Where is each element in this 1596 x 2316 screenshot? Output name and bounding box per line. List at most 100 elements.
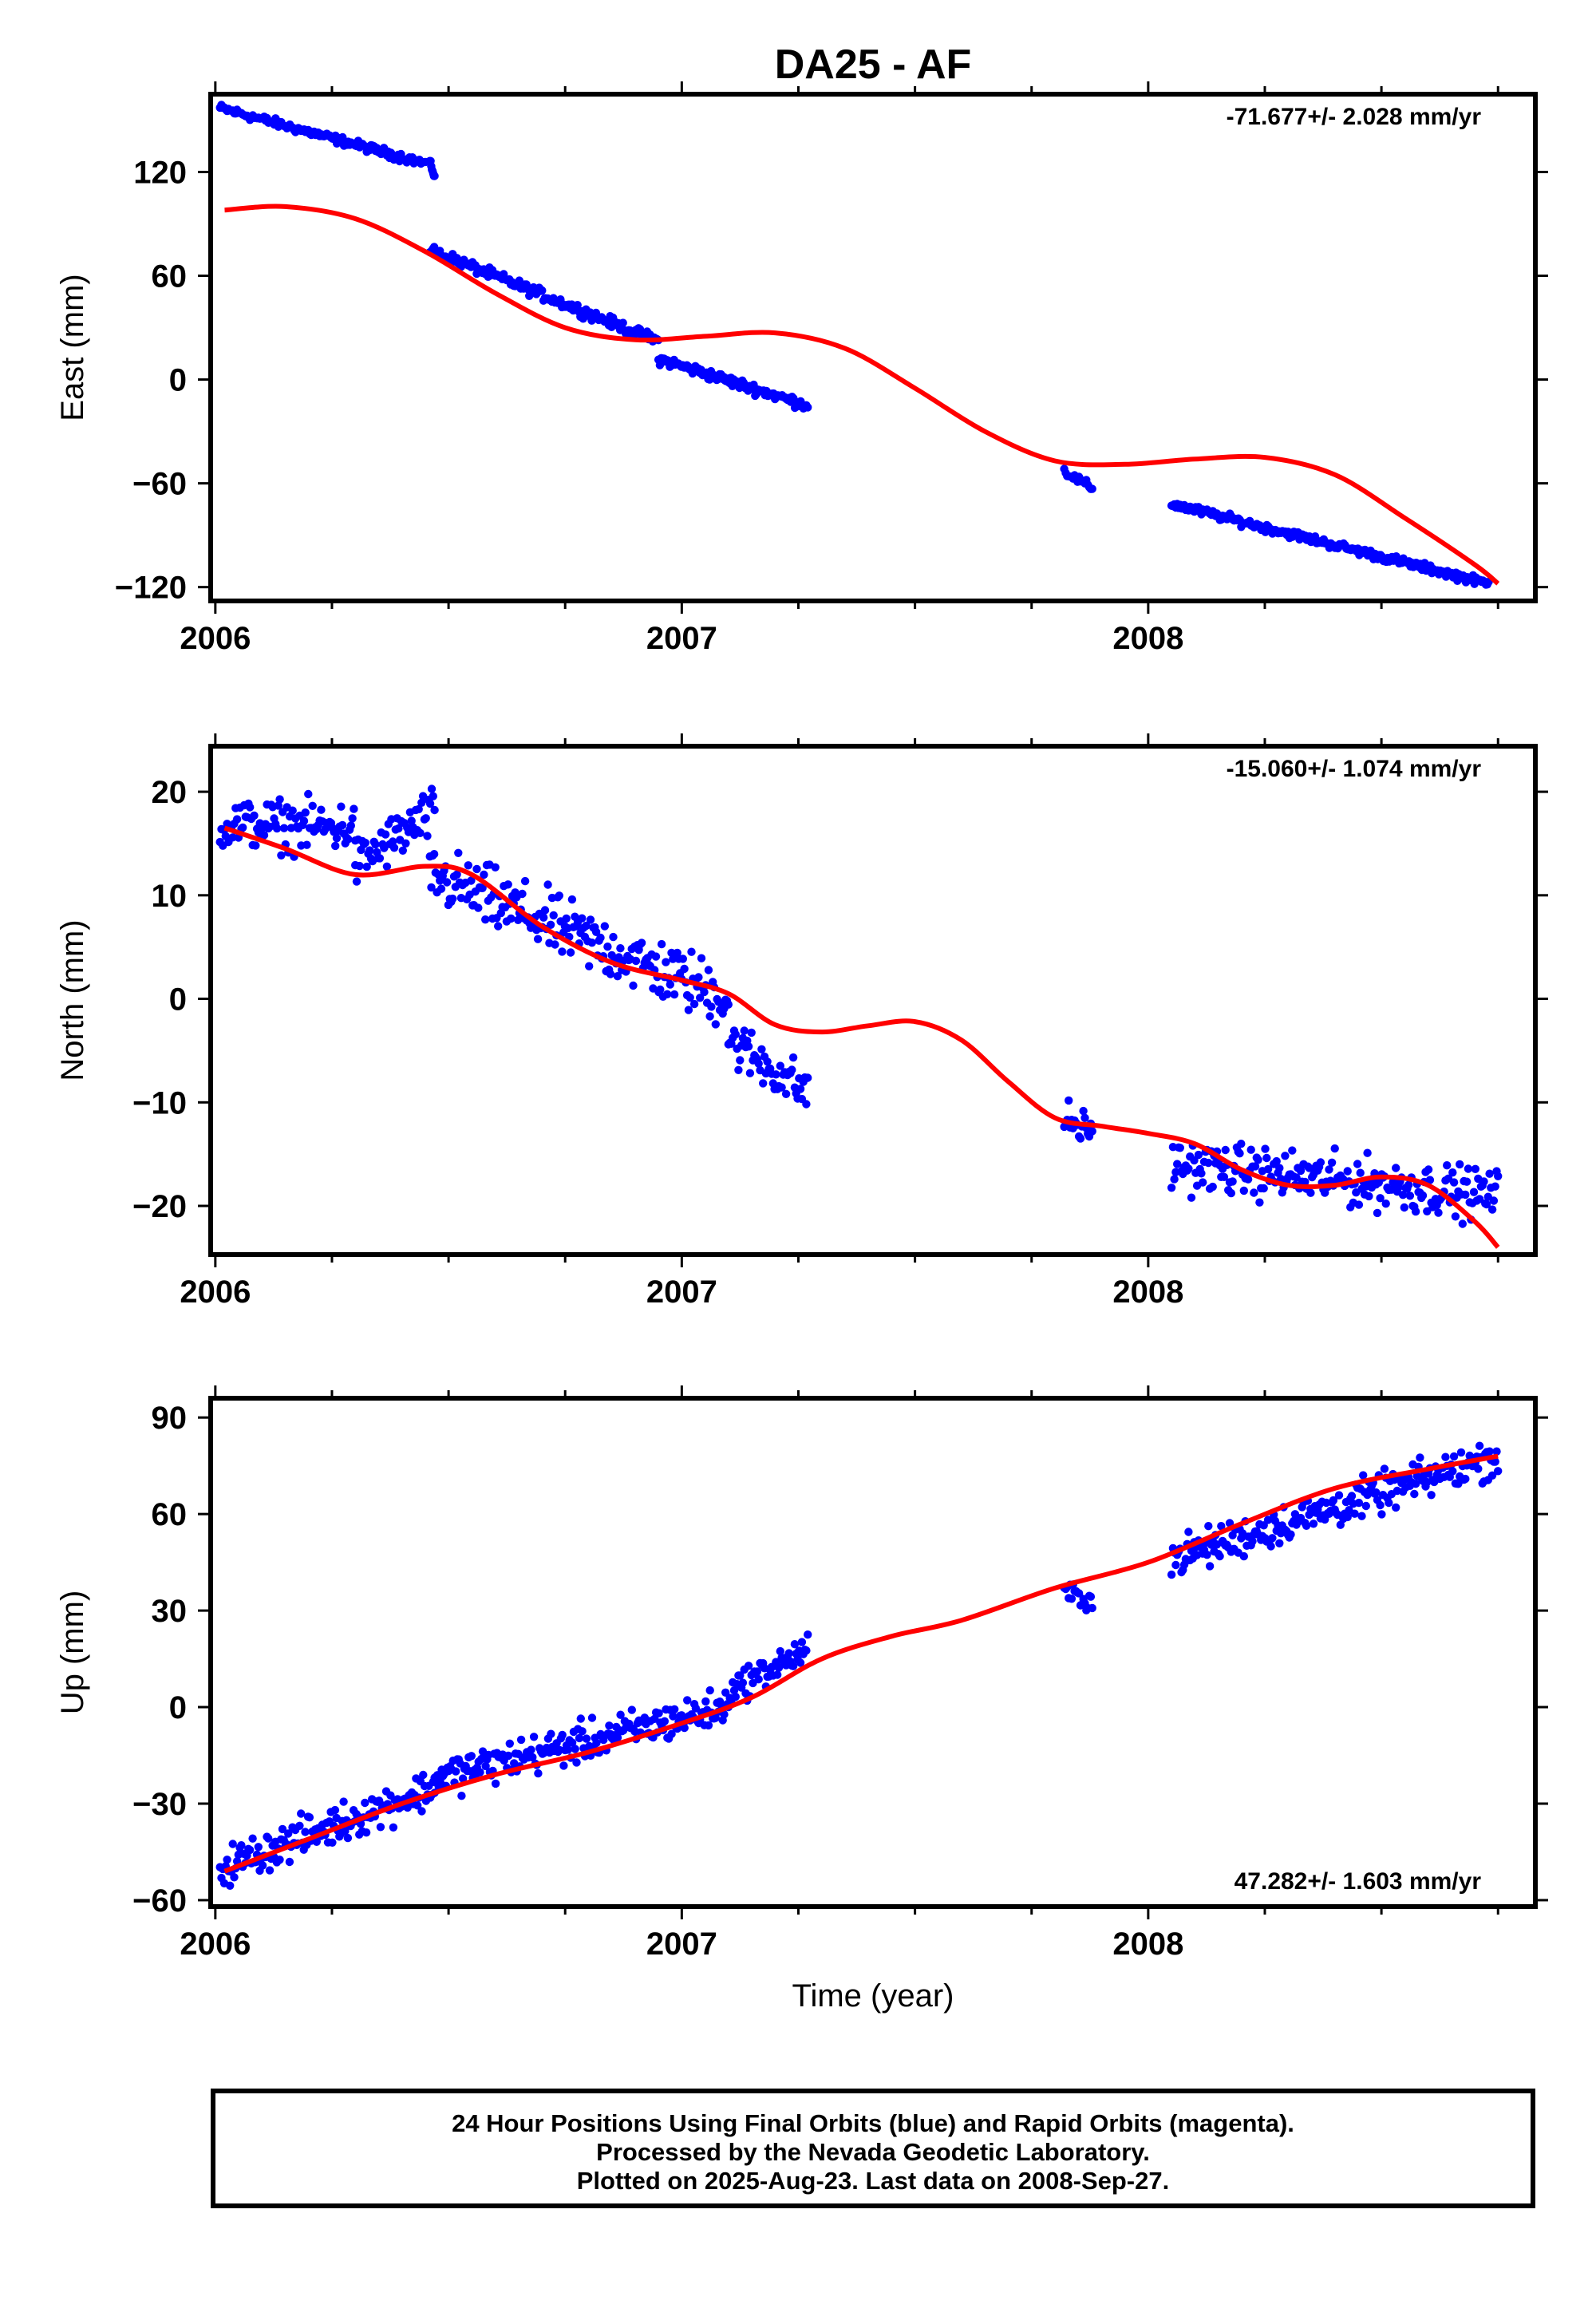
north-data-point (472, 864, 481, 874)
north-data-point (578, 914, 587, 923)
north-data-point (1487, 1205, 1497, 1214)
up-data-point (1410, 1489, 1419, 1499)
east-xtick-label: 2007 (646, 621, 717, 656)
up-data-point (802, 1646, 811, 1655)
north-data-point (1489, 1196, 1499, 1205)
north-data-point (802, 1100, 811, 1109)
up-data-point (301, 1828, 310, 1836)
up-data-point (1427, 1491, 1436, 1500)
up-data-point (1492, 1447, 1501, 1456)
north-data-point (1246, 1145, 1255, 1154)
up-ytick-label: −60 (132, 1883, 187, 1919)
north-data-point (1288, 1146, 1297, 1155)
north-data-point (250, 811, 259, 820)
north-data-point (680, 964, 689, 974)
up-data-point (339, 1797, 348, 1806)
up-data-point (1487, 1471, 1497, 1480)
north-y-axis-label: North (mm) (55, 919, 90, 1081)
north-data-point (777, 1083, 786, 1092)
north-data-point (467, 876, 476, 885)
up-panel: 90 60 30 0 −30 −60 2006 2007 2008 Up (mm) 47.282+/… (55, 1385, 1548, 1962)
north-data-point (1400, 1203, 1409, 1212)
north-data-point (1461, 1190, 1470, 1199)
north-data-point (1272, 1156, 1281, 1166)
up-data-point (731, 1692, 740, 1701)
up-data-point (419, 1770, 428, 1780)
up-data-point (1239, 1551, 1249, 1561)
north-data-point (1482, 1199, 1491, 1209)
north-data-point (788, 1065, 796, 1074)
north-data-point (700, 987, 709, 997)
north-ytick-label: 10 (152, 879, 188, 914)
up-data-point (361, 1828, 371, 1837)
up-xtick-label: 2007 (646, 1927, 717, 1962)
north-data-point (776, 1061, 784, 1070)
up-data-point (528, 1753, 537, 1762)
north-data-point (696, 994, 705, 1002)
up-data-point (616, 1710, 625, 1719)
up-data-point (660, 1717, 669, 1725)
up-data-point (753, 1667, 762, 1676)
up-data-point (1334, 1491, 1344, 1500)
north-data-point (299, 816, 309, 825)
north-data-point (474, 903, 483, 912)
north-ytick-label: −10 (132, 1085, 187, 1120)
up-ytick-label: 30 (152, 1594, 188, 1629)
up-data-point (413, 1801, 422, 1810)
up-data-point (1203, 1551, 1211, 1559)
north-data-point (687, 947, 696, 956)
up-data-point (1456, 1448, 1466, 1457)
up-data-point (1248, 1537, 1257, 1546)
north-data-point (566, 948, 575, 957)
east-data-point (430, 172, 439, 180)
north-data-point (1448, 1168, 1457, 1177)
north-data-point (689, 999, 699, 1009)
up-data-point (228, 1840, 237, 1848)
up-data-point (1357, 1512, 1366, 1520)
north-data-point (491, 863, 500, 872)
up-data-point (729, 1686, 739, 1695)
north-data-point (1261, 1144, 1270, 1153)
north-data-point (606, 970, 615, 978)
north-data-point (1219, 1172, 1229, 1182)
north-data-point (1239, 1186, 1249, 1196)
north-data-point (804, 1073, 812, 1082)
north-data-point (1079, 1106, 1088, 1116)
north-data-point (1259, 1184, 1268, 1193)
up-data-point (1359, 1471, 1368, 1480)
up-ytick-label: −30 (132, 1787, 187, 1822)
north-data-point (781, 1089, 791, 1099)
north-data-point (724, 1000, 733, 1009)
footer-line-1: 24 Hour Positions Using Final Orbits (bl… (452, 2109, 1294, 2137)
up-data-point (343, 1833, 353, 1843)
north-data-point (539, 913, 548, 922)
up-data-point (572, 1758, 581, 1767)
up-data-point (1204, 1522, 1213, 1531)
up-ytick-label: 60 (152, 1497, 188, 1532)
up-data-point (754, 1675, 763, 1684)
north-data-point (540, 906, 550, 915)
footer-line-3: Plotted on 2025-Aug-23. Last data on 200… (576, 2167, 1170, 2195)
east-plot-area (215, 101, 1500, 589)
north-data-point (1469, 1188, 1479, 1196)
up-data-point (1263, 1516, 1273, 1524)
up-data-point (245, 1845, 255, 1855)
north-data-point (381, 830, 390, 839)
up-data-point (491, 1779, 500, 1788)
north-data-point (1228, 1177, 1237, 1186)
north-data-point (736, 1056, 745, 1065)
up-data-point (587, 1713, 597, 1722)
up-data-point (578, 1727, 587, 1736)
north-data-point (275, 795, 284, 804)
up-data-point (575, 1733, 584, 1743)
east-ytick-label: −60 (132, 467, 187, 502)
north-data-point (308, 801, 317, 810)
up-data-point (1485, 1447, 1494, 1456)
north-data-point (582, 921, 591, 931)
north-data-point (338, 820, 347, 830)
up-data-point (1329, 1496, 1338, 1505)
north-data-point (394, 824, 403, 833)
up-data-point (1449, 1452, 1459, 1461)
north-data-point (362, 862, 371, 871)
footer-line-2: Processed by the Nevada Geodetic Laborat… (596, 2138, 1150, 2166)
